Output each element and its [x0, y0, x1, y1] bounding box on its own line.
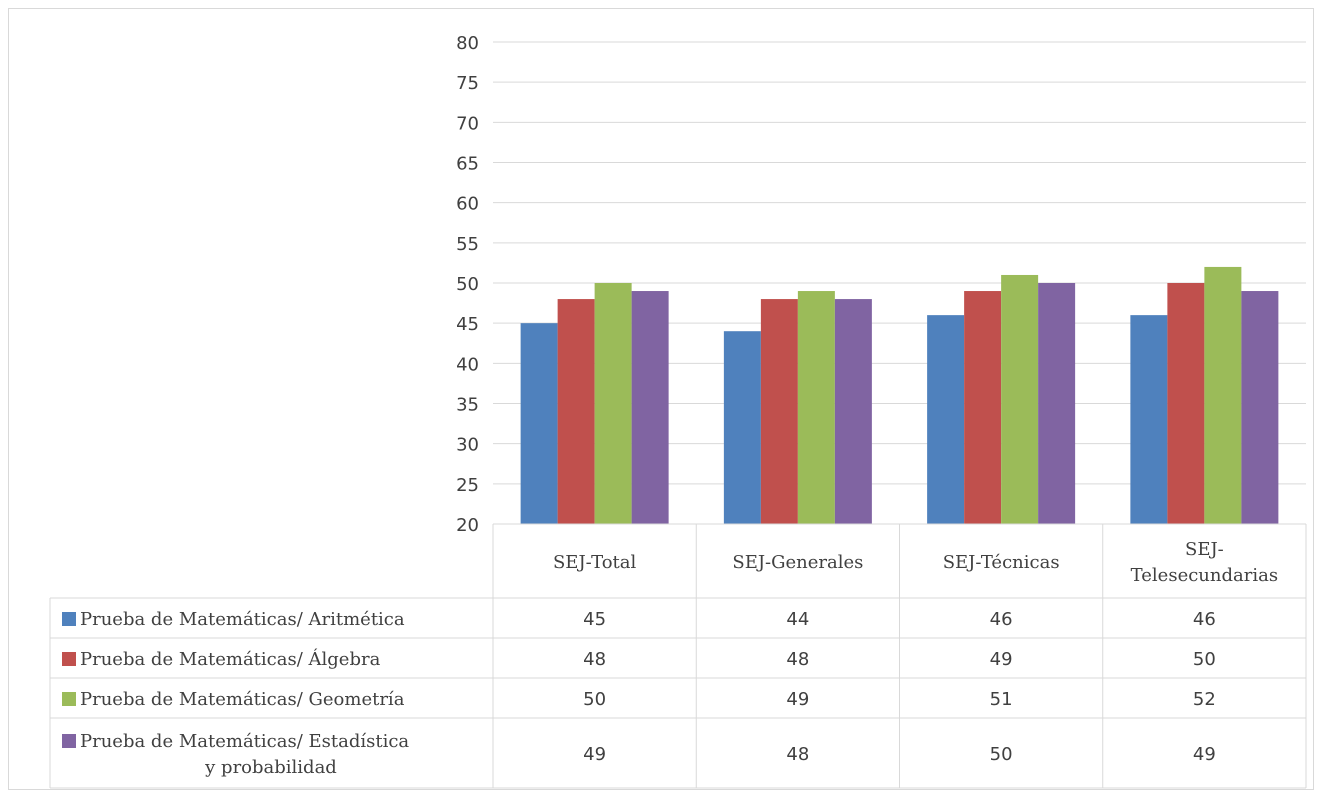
y-tick-label: 40	[456, 354, 479, 375]
series-label: Prueba de Matemáticas/ Geometría	[80, 689, 405, 710]
bar	[1204, 266, 1242, 524]
y-tick-label: 25	[456, 475, 479, 496]
y-tick-label: 70	[456, 113, 479, 134]
data-value: 45	[583, 609, 606, 630]
series-label: Prueba de Matemáticas/ Álgebra	[80, 647, 381, 670]
data-value: 51	[990, 689, 1013, 710]
data-value: 49	[786, 689, 809, 710]
bar	[927, 315, 965, 524]
legend-key	[62, 612, 76, 626]
data-value: 50	[583, 689, 606, 710]
bar	[964, 291, 1002, 524]
bar	[520, 323, 558, 524]
bar	[797, 291, 835, 524]
data-value: 52	[1193, 689, 1216, 710]
series-label: Prueba de Matemáticas/ Estadística y prob…	[80, 731, 409, 778]
bar	[557, 299, 595, 524]
bars	[520, 266, 1279, 524]
data-value: 46	[1193, 609, 1216, 630]
data-value: 49	[1193, 744, 1216, 765]
y-tick-label: 50	[456, 274, 479, 295]
data-value: 48	[786, 744, 809, 765]
y-tick-label: 80	[456, 33, 479, 54]
bar	[834, 299, 872, 524]
y-tick-label: 20	[456, 515, 479, 536]
bar	[594, 283, 632, 524]
y-tick-label: 75	[456, 73, 479, 94]
legend-key	[62, 734, 76, 748]
y-tick-label: 45	[456, 314, 479, 335]
series-label: Prueba de Matemáticas/ Aritmética	[80, 609, 405, 630]
bar	[1130, 315, 1168, 524]
y-tick-label: 60	[456, 194, 479, 215]
bar	[723, 331, 761, 524]
y-axis-tick-labels: 20 25 30 35 40 45 50 55 60 65 70 75 80	[456, 33, 479, 536]
category-label: SEJ-Generales	[732, 552, 863, 573]
data-value: 48	[786, 649, 809, 670]
category-label: SEJ-Telesecundarias	[1131, 539, 1278, 586]
bar	[1038, 283, 1076, 524]
data-value: 50	[1193, 649, 1216, 670]
data-table: SEJ-Total SEJ-Generales SEJ-Técnicas SEJ-Te…	[49, 523, 1307, 789]
legend-key	[62, 692, 76, 706]
category-label: SEJ-Técnicas	[943, 552, 1060, 573]
bar	[760, 299, 798, 524]
bar	[1167, 283, 1205, 524]
bar	[1241, 291, 1279, 524]
y-tick-label: 35	[456, 395, 479, 416]
y-tick-label: 55	[456, 234, 479, 255]
data-value: 49	[583, 744, 606, 765]
y-tick-label: 30	[456, 435, 479, 456]
data-value: 50	[990, 744, 1013, 765]
bar	[631, 291, 669, 524]
legend-key	[62, 652, 76, 666]
y-tick-label: 65	[456, 154, 479, 175]
data-value: 44	[786, 609, 809, 630]
category-label: SEJ-Total	[553, 552, 637, 573]
bar	[1001, 274, 1039, 524]
data-value: 49	[990, 649, 1013, 670]
data-value: 46	[990, 609, 1013, 630]
data-value: 48	[583, 649, 606, 670]
